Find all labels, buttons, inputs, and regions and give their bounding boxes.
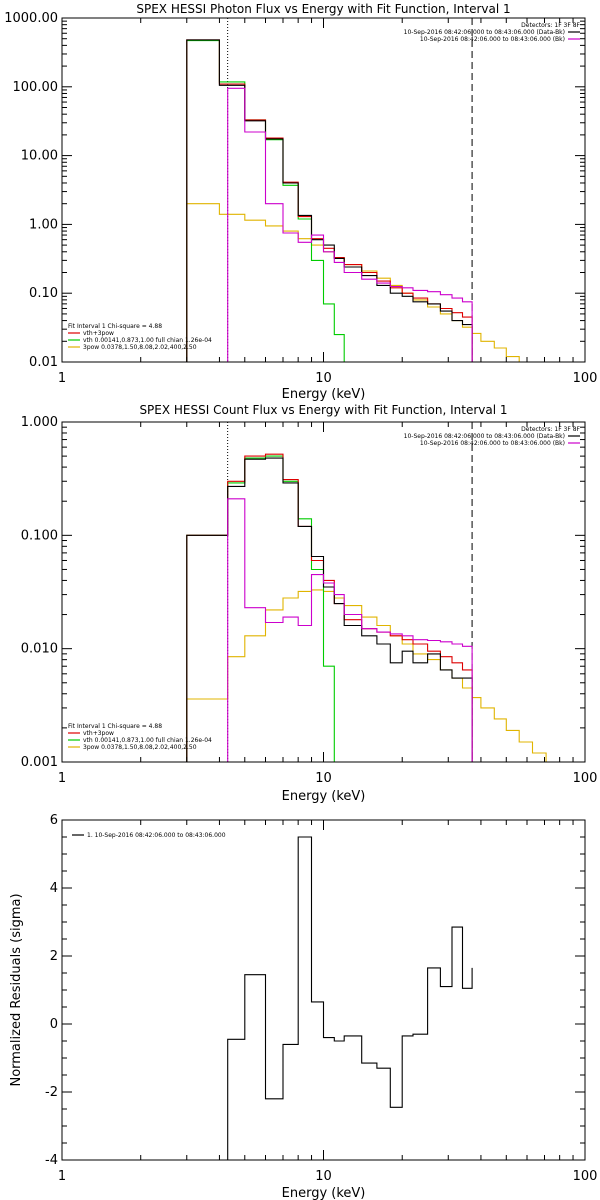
y-tick-label: -2 <box>45 1085 58 1100</box>
y-tick-label: 2 <box>50 949 58 964</box>
legend-bottom-left: Fit Interval 1 Chi-square = 4.88vth+3pow… <box>68 723 212 751</box>
legend-entry-label: 3pow 0.0378,1.50,8.08,2.02,400,2.50 <box>83 744 197 751</box>
y-tick-label: 1.000 <box>21 415 58 430</box>
legend-entry-label: 1. 10-Sep-2016 08:42:06.000 to 08:43:06.… <box>87 832 226 839</box>
y-tick-label: 1.00 <box>29 217 58 232</box>
legend-entry-label: 3pow 0.0378,1.50,8.08,2.02,400,2.50 <box>83 344 197 351</box>
chart-panel-1: SPEX HESSI Photon Flux vs Energy with Fi… <box>4 2 597 402</box>
y-tick-label: 0 <box>50 1017 58 1032</box>
x-axis-label: Energy (keV) <box>282 1186 366 1200</box>
y-tick-label: 0.010 <box>21 642 58 657</box>
series-line-4 <box>186 457 473 762</box>
plot-frame <box>61 819 586 1161</box>
legend-header: Detectors: 1F 3F 8F <box>521 22 580 29</box>
x-tick-label: 1 <box>58 1169 66 1184</box>
x-tick-label: 1 <box>58 371 66 386</box>
legend-header: Detectors: 1F 3F 8F <box>521 426 580 433</box>
y-tick-label: 100.00 <box>13 80 59 95</box>
legend-header: Fit Interval 1 Chi-square = 4.88 <box>68 723 162 730</box>
y-axis-label: Normalized Residuals (sigma) <box>9 893 24 1086</box>
chart-panel-2: SPEX HESSI Count Flux vs Energy with Fit… <box>21 403 598 804</box>
x-tick-label: 100 <box>573 1169 598 1184</box>
y-tick-label: 4 <box>50 881 58 896</box>
y-tick-label: 10.00 <box>21 149 58 164</box>
series-line-5 <box>227 87 473 362</box>
chart-title: SPEX HESSI Photon Flux vs Energy with Fi… <box>136 2 510 16</box>
series-line-1 <box>186 589 560 762</box>
x-axis-label: Energy (keV) <box>282 387 366 402</box>
x-tick-label: 10 <box>315 371 332 386</box>
legend-entry-label: vth+3pow <box>83 730 114 737</box>
y-tick-label: 0.100 <box>21 528 58 543</box>
y-tick-label: 0.001 <box>21 755 58 770</box>
x-tick-label: 100 <box>573 771 598 786</box>
series-line-2 <box>186 40 345 362</box>
legend-bottom-left: Fit Interval 1 Chi-square = 4.88vth+3pow… <box>68 323 212 351</box>
x-axis-label: Energy (keV) <box>282 789 366 804</box>
legend-entry-label: vth 0.00141,0.873,1.00 full chian 1.26e-… <box>83 337 212 344</box>
chart-title: SPEX HESSI Count Flux vs Energy with Fit… <box>139 403 507 417</box>
legend-top-left: 1. 10-Sep-2016 08:42:06.000 to 08:43:06.… <box>72 832 226 839</box>
y-tick-label: 6 <box>50 813 58 828</box>
legend-entry-label: vth+3pow <box>83 330 114 337</box>
legend-entry-label: 10-Sep-2016 08:42:06.000 to 08:43:06.000… <box>404 433 565 440</box>
legend-entry-label: 10-Sep-2016 08:42:06.000 to 08:43:06.000… <box>420 440 565 447</box>
x-tick-label: 100 <box>573 371 598 386</box>
series-line-1 <box>227 836 473 1160</box>
legend-entry-label: 10-Sep-2016 08:42:06.000 to 08:43:06.000… <box>404 29 565 36</box>
y-tick-label: 0.10 <box>29 286 58 301</box>
series-line-3 <box>186 453 473 762</box>
x-tick-label: 10 <box>315 1169 332 1184</box>
x-tick-label: 10 <box>315 771 332 786</box>
legend-header: Fit Interval 1 Chi-square = 4.88 <box>68 323 162 330</box>
chart-panel-3: 1 10 100 -4 -2 0 2 4 6 Energy (keV) Normalized Res… <box>9 813 597 1200</box>
legend-entry-label: vth 0.00141,0.873,1.00 full chian 1.26e-… <box>83 737 212 744</box>
legend-entry-label: 10-Sep-2016 08:42:06.000 to 08:43:06.000… <box>420 36 565 43</box>
y-tick-label: 0.01 <box>29 355 58 370</box>
series-line-4 <box>186 39 473 362</box>
plot-frame <box>61 17 586 363</box>
series-line-5 <box>227 498 473 762</box>
y-tick-label: -4 <box>45 1153 58 1168</box>
y-tick-label: 1000.00 <box>4 11 58 26</box>
x-tick-label: 1 <box>58 771 66 786</box>
